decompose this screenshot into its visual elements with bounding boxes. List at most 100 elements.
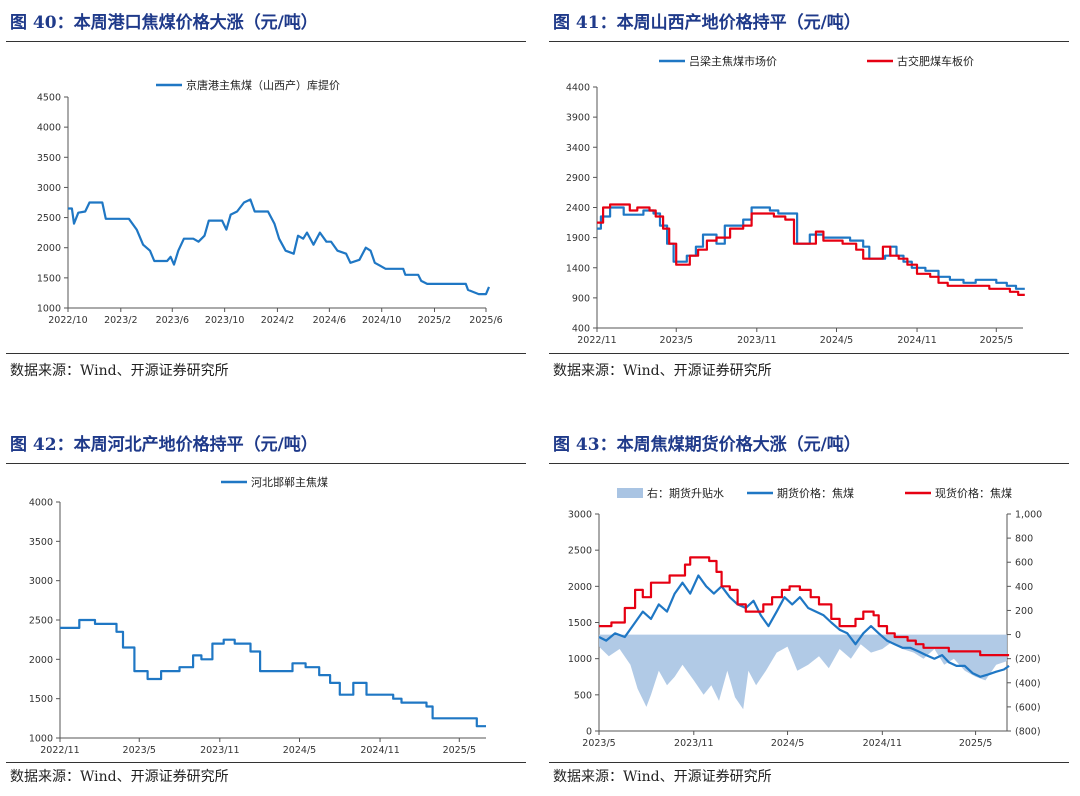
y-tick-label: 2500 bbox=[29, 616, 53, 627]
y-tick-label: 3400 bbox=[566, 143, 590, 154]
x-tick-label: 2023/5 bbox=[582, 738, 615, 749]
y2-tick-label: 400 bbox=[1015, 582, 1033, 593]
x-tick-label: 2025/5 bbox=[959, 738, 992, 749]
legend-swatch bbox=[617, 488, 643, 498]
chart-panel-43: 图 43：本周焦煤期货价格大涨（元/吨） 0 500 1000 1500 2000 250… bbox=[549, 428, 1069, 796]
y2-tick-label: 800 bbox=[1015, 534, 1033, 545]
y-tick-label: 3900 bbox=[566, 113, 590, 124]
figure-title: 图 43：本周焦煤期货价格大涨（元/吨） bbox=[553, 435, 861, 455]
chart-43-svg: 050010001500200025003000(800)(600)(400)(… bbox=[568, 486, 1042, 749]
x-tick-label: 2022/11 bbox=[577, 335, 616, 346]
x-tick-label: 2023/11 bbox=[200, 745, 239, 756]
x-tick-label: 2022/10 bbox=[48, 315, 87, 326]
y2-tick-label: 1,000 bbox=[1015, 510, 1042, 521]
title-rule bbox=[6, 463, 526, 464]
x-tick-label: 2024/11 bbox=[863, 738, 902, 749]
y-tick-label: 3500 bbox=[29, 537, 53, 548]
legend-label: 期货价格：焦煤 bbox=[777, 486, 854, 500]
y2-tick-label: 0 bbox=[1015, 630, 1021, 641]
y2-tick-label: (400) bbox=[1015, 678, 1041, 689]
bottom-rule bbox=[549, 353, 1069, 354]
series-area-premium bbox=[599, 634, 1007, 710]
series-line-2 bbox=[599, 556, 1010, 657]
y2-tick-label: (600) bbox=[1015, 702, 1041, 713]
legend-label: 右：期货升贴水 bbox=[647, 486, 724, 500]
y-tick-label: 2500 bbox=[37, 213, 61, 224]
y-tick-label: 3000 bbox=[29, 576, 53, 587]
y-tick-label: 2000 bbox=[29, 655, 53, 666]
x-tick-label: 2025/6 bbox=[469, 315, 502, 326]
x-tick-label: 2023/6 bbox=[156, 315, 189, 326]
figure-title: 图 40：本周港口焦煤价格大涨（元/吨） bbox=[10, 13, 318, 33]
title-rule bbox=[549, 463, 1069, 464]
series-line-0 bbox=[60, 618, 486, 728]
x-tick-label: 2023/11 bbox=[737, 335, 776, 346]
x-tick-label: 2023/5 bbox=[660, 335, 693, 346]
series-line-1 bbox=[598, 574, 1010, 678]
y-tick-label: 2500 bbox=[568, 546, 592, 557]
y-tick-label: 3000 bbox=[568, 510, 592, 521]
x-tick-label: 2024/10 bbox=[362, 315, 401, 326]
x-tick-label: 2024/5 bbox=[283, 745, 316, 756]
x-tick-label: 2024/5 bbox=[820, 335, 853, 346]
legend-label: 吕梁主焦煤市场价 bbox=[689, 54, 777, 68]
chart-panel-40: 图 40：本周港口焦煤价格大涨（元/吨） 1000 1500 2000 2500 300… bbox=[6, 6, 526, 386]
data-source: 数据来源：Wind、开源证券研究所 bbox=[553, 769, 772, 785]
y-tick-label: 1400 bbox=[566, 263, 590, 274]
y-tick-label: 0 bbox=[586, 727, 592, 738]
bottom-rule bbox=[6, 353, 526, 354]
figure-title: 图 41：本周山西产地价格持平（元/吨） bbox=[553, 13, 861, 33]
x-tick-label: 2024/11 bbox=[360, 745, 399, 756]
y2-tick-label: (200) bbox=[1015, 654, 1041, 665]
legend-label: 古交肥煤车板价 bbox=[897, 54, 974, 68]
y2-tick-label: (800) bbox=[1015, 727, 1041, 738]
legend-label: 河北邯郸主焦煤 bbox=[251, 475, 328, 489]
x-tick-label: 2022/11 bbox=[40, 745, 79, 756]
legend-label: 现货价格：焦煤 bbox=[935, 486, 1012, 500]
chart-40-svg: 1000 1500 2000 2500 3000 3500 4000 4500 2022/10 2… bbox=[37, 78, 503, 326]
y-tick-label: 400 bbox=[572, 324, 590, 335]
y-tick-label: 500 bbox=[574, 690, 592, 701]
x-tick-label: 2024/11 bbox=[897, 335, 936, 346]
y-tick-label: 3000 bbox=[37, 183, 61, 194]
y-tick-label: 2400 bbox=[566, 203, 590, 214]
series-line-0 bbox=[68, 198, 491, 296]
y2-tick-label: 600 bbox=[1015, 558, 1033, 569]
x-tick-label: 2023/10 bbox=[205, 315, 244, 326]
y-tick-label: 2000 bbox=[568, 582, 592, 593]
data-source: 数据来源：Wind、开源证券研究所 bbox=[10, 363, 229, 379]
title-rule bbox=[6, 41, 526, 42]
x-tick-label: 2025/2 bbox=[418, 315, 451, 326]
x-tick-label: 2025/5 bbox=[443, 745, 476, 756]
x-tick-label: 2023/2 bbox=[104, 315, 137, 326]
x-tick-label: 2023/5 bbox=[123, 745, 156, 756]
y-tick-label: 4400 bbox=[566, 83, 590, 94]
y-tick-label: 2900 bbox=[566, 173, 590, 184]
legend-label: 京唐港主焦煤（山西产）库提价 bbox=[186, 78, 340, 92]
y-tick-label: 1000 bbox=[568, 654, 592, 665]
data-source: 数据来源：Wind、开源证券研究所 bbox=[553, 363, 772, 379]
chart-42-svg: 1000 1500 2000 2500 3000 3500 4000 2022/11 2023/… bbox=[29, 475, 486, 756]
y-tick-label: 1500 bbox=[568, 618, 592, 629]
y-tick-label: 4500 bbox=[37, 93, 61, 104]
chart-41-svg: 400 900 1400 1900 2400 2900 3400 3900 4400 2022/1… bbox=[566, 54, 1025, 346]
y-tick-label: 1500 bbox=[29, 694, 53, 705]
y-tick-label: 1000 bbox=[37, 304, 61, 315]
y-tick-label: 1000 bbox=[29, 734, 53, 745]
title-rule bbox=[549, 41, 1069, 42]
x-tick-label: 2024/6 bbox=[313, 315, 346, 326]
y-tick-label: 4000 bbox=[29, 498, 53, 509]
x-tick-label: 2024/5 bbox=[771, 738, 804, 749]
x-tick-label: 2025/5 bbox=[980, 335, 1013, 346]
y-tick-label: 900 bbox=[572, 293, 590, 304]
bottom-rule bbox=[549, 762, 1069, 763]
bottom-rule bbox=[6, 762, 526, 763]
y-tick-label: 3500 bbox=[37, 153, 61, 164]
chart-panel-42: 图 42：本周河北产地价格持平（元/吨） 1000 1500 2000 2500 300… bbox=[6, 428, 526, 796]
series-line-1 bbox=[597, 203, 1025, 296]
y-tick-label: 1500 bbox=[37, 273, 61, 284]
y2-tick-label: 200 bbox=[1015, 606, 1033, 617]
y-tick-label: 2000 bbox=[37, 243, 61, 254]
chart-panel-41: 图 41：本周山西产地价格持平（元/吨） 400 900 1400 1900 2400 2… bbox=[549, 6, 1069, 386]
series-line-0 bbox=[597, 206, 1025, 290]
